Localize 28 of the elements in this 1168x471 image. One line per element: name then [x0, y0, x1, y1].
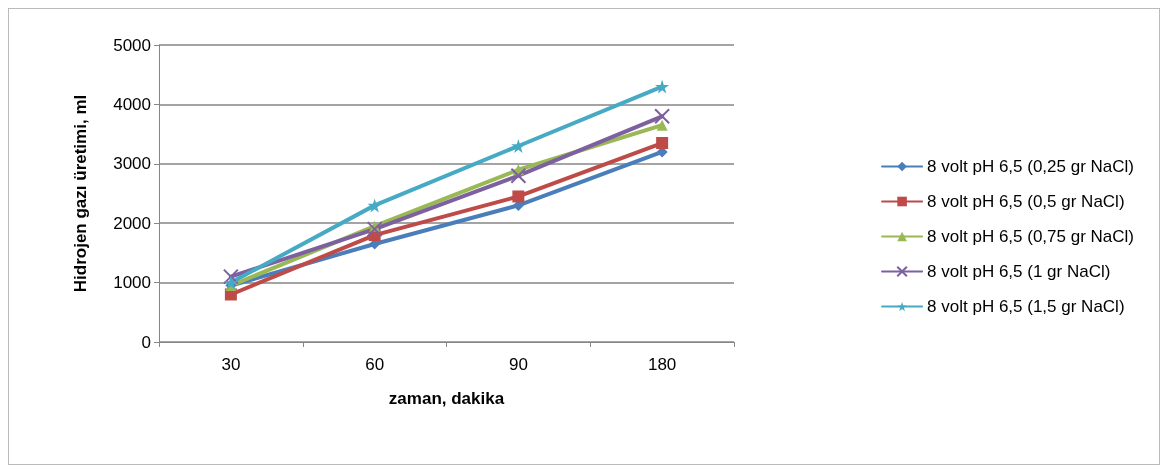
- point: [511, 138, 526, 153]
- legend-label: 8 volt pH 6,5 (0,75 gr NaCl): [927, 227, 1134, 246]
- legend-label: 8 volt pH 6,5 (1 gr NaCl): [927, 262, 1111, 281]
- legend-label: 8 volt pH 6,5 (0,25 gr NaCl): [927, 157, 1134, 176]
- point: [510, 167, 527, 184]
- legend-label: 8 volt pH 6,5 (1,5 gr NaCl): [927, 297, 1125, 316]
- x-tick-label: 90: [508, 355, 528, 374]
- y-axis-title: Hidrojen gazı üretimi, ml: [71, 94, 90, 293]
- x-tick-label: 180: [647, 355, 677, 374]
- x-axis-title: zaman, dakika: [388, 389, 505, 408]
- x-tick-label: 60: [365, 355, 385, 374]
- point: [512, 190, 525, 203]
- point: [223, 275, 238, 290]
- y-tick-label: 2000: [113, 213, 151, 233]
- y-tick-label: 5000: [113, 35, 151, 55]
- point: [656, 119, 668, 131]
- point: [654, 108, 671, 125]
- point: [367, 198, 382, 213]
- y-tick-label: 4000: [113, 94, 151, 114]
- point: [655, 79, 670, 94]
- y-tick-label: 0: [141, 332, 151, 352]
- point: [222, 268, 239, 285]
- point: [366, 221, 383, 238]
- legend-label: 8 volt pH 6,5 (0,5 gr NaCl): [927, 192, 1125, 211]
- y-tick-label: 1000: [113, 273, 151, 293]
- point: [656, 137, 669, 150]
- y-tick-label: 3000: [113, 154, 151, 174]
- x-tick-label: 30: [221, 355, 241, 374]
